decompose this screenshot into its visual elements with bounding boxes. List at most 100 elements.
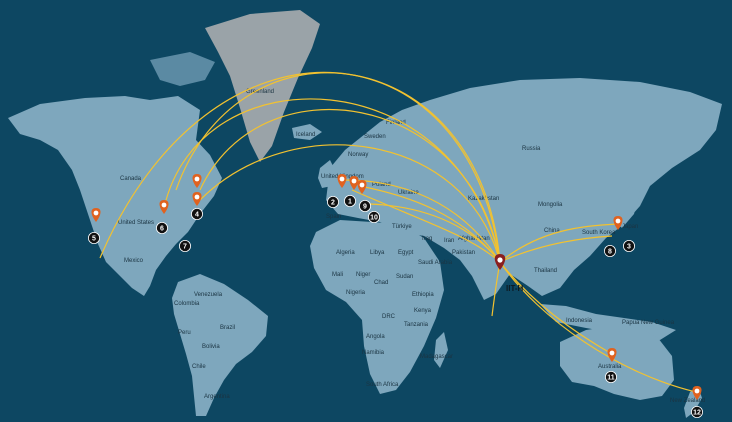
site-badge-5[interactable]: 5 bbox=[88, 232, 100, 244]
route-canada-arc bbox=[163, 98, 501, 263]
site-badge-11[interactable]: 11 bbox=[605, 371, 617, 383]
site-pin[interactable] bbox=[607, 348, 617, 362]
label-poland: Poland bbox=[372, 182, 391, 188]
site-pin[interactable] bbox=[91, 208, 101, 222]
pin-dot bbox=[194, 194, 200, 200]
badge-circle bbox=[359, 200, 371, 212]
pin-dot bbox=[161, 202, 167, 208]
label-mali: Mali bbox=[332, 272, 343, 278]
site-pin[interactable] bbox=[349, 176, 359, 190]
label-norway: Norway bbox=[348, 152, 368, 158]
label-sudan: Sudan bbox=[396, 274, 413, 280]
badge-circle bbox=[691, 406, 703, 418]
badge-circle bbox=[156, 222, 168, 234]
site-pin[interactable] bbox=[192, 192, 202, 206]
site-badge-9[interactable]: 9 bbox=[359, 200, 371, 212]
label-australia: Australia bbox=[598, 364, 622, 370]
label-mongolia: Mongolia bbox=[538, 202, 563, 208]
label-iraq: Iraq bbox=[422, 236, 432, 242]
label-south-korea: South Korea bbox=[582, 230, 616, 236]
region-labels: Greenland Iceland Finland Sweden Norway … bbox=[118, 89, 705, 404]
label-afghanistan: Afghanistan bbox=[458, 236, 490, 242]
label-chad: Chad bbox=[374, 280, 388, 286]
site-badge-1[interactable]: 1 bbox=[344, 195, 356, 207]
badge-circle bbox=[623, 240, 635, 252]
label-canada: Canada bbox=[120, 176, 142, 182]
label-nigeria: Nigeria bbox=[346, 290, 366, 296]
badge-circle bbox=[368, 211, 380, 223]
label-tanzania: Tanzania bbox=[404, 322, 429, 328]
site-pin[interactable] bbox=[692, 386, 702, 400]
label-spain: Spain bbox=[326, 214, 341, 220]
label-greenland: Greenland bbox=[246, 89, 274, 95]
label-drc: DRC bbox=[382, 314, 396, 320]
pin-dot bbox=[694, 388, 700, 394]
landmasses bbox=[8, 10, 722, 418]
label-angola: Angola bbox=[366, 334, 385, 340]
label-peru: Peru bbox=[178, 330, 191, 336]
badge-circle bbox=[88, 232, 100, 244]
label-kazakhstan: Kazakhstan bbox=[468, 196, 499, 202]
label-ethiopia: Ethiopia bbox=[412, 292, 434, 298]
hub-marker[interactable] bbox=[494, 254, 506, 270]
label-egypt: Egypt bbox=[398, 250, 414, 256]
site-badge-8[interactable]: 8 bbox=[604, 245, 616, 257]
label-papua-new-guinea: Papua New Guinea bbox=[622, 320, 675, 326]
pin-dot bbox=[351, 178, 357, 184]
land-south-america bbox=[172, 274, 268, 416]
label-argentina: Argentina bbox=[204, 394, 230, 400]
badge-number: 9 bbox=[363, 203, 367, 210]
site-pin[interactable] bbox=[357, 180, 367, 194]
land-uk bbox=[318, 160, 336, 188]
hub-pin-dot bbox=[497, 257, 503, 263]
site-badge-3[interactable]: 3 bbox=[623, 240, 635, 252]
route-new-zealand bbox=[499, 261, 697, 393]
site-pin[interactable] bbox=[337, 174, 347, 188]
label-sweden: Sweden bbox=[364, 134, 386, 140]
site-badge-2[interactable]: 2 bbox=[327, 196, 339, 208]
route-europe-4 bbox=[351, 189, 501, 263]
site-badge-10[interactable]: 10 bbox=[368, 211, 380, 223]
badge-circle bbox=[604, 245, 616, 257]
badge-circle bbox=[327, 196, 339, 208]
site-badge-6[interactable]: 6 bbox=[156, 222, 168, 234]
badge-circle bbox=[179, 240, 191, 252]
badge-number: 12 bbox=[693, 409, 701, 416]
route-usa-west-arc bbox=[99, 71, 501, 263]
site-badge-7[interactable]: 7 bbox=[179, 240, 191, 252]
pin-dot bbox=[339, 176, 345, 182]
badge-number: 2 bbox=[331, 199, 335, 206]
badge-number: 5 bbox=[92, 235, 96, 242]
label-madagascar: Madagascar bbox=[420, 354, 453, 360]
route-usa-east-arc-3 bbox=[199, 144, 501, 263]
label-venezuela: Venezuela bbox=[194, 292, 223, 298]
label-pakistan: Pakistan bbox=[452, 250, 475, 256]
site-badges: 1 2 3 4 5 6 7 8 bbox=[88, 195, 703, 418]
land-north-america bbox=[8, 96, 222, 296]
route-asia-2 bbox=[499, 235, 613, 263]
label-thailand: Thailand bbox=[534, 268, 557, 274]
site-pins bbox=[91, 174, 702, 400]
site-pin[interactable] bbox=[159, 200, 169, 214]
label-new-zealand: New Zealand bbox=[670, 398, 705, 404]
badge-number: 7 bbox=[183, 243, 187, 250]
route-asia-1 bbox=[499, 223, 619, 263]
label-namibia: Namibia bbox=[362, 350, 385, 356]
label-japan: Japan bbox=[622, 224, 638, 230]
badge-number: 1 bbox=[348, 198, 352, 205]
label-saudi-arabia: Saudi Arabia bbox=[418, 260, 453, 266]
badge-number: 10 bbox=[370, 214, 378, 221]
badge-circle bbox=[344, 195, 356, 207]
label-china: China bbox=[544, 228, 560, 234]
badge-number: 6 bbox=[160, 225, 164, 232]
label-south-africa: South Africa bbox=[366, 382, 399, 388]
badge-number: 4 bbox=[195, 211, 199, 218]
pin-dot bbox=[93, 210, 99, 216]
site-pin[interactable] bbox=[192, 174, 202, 188]
site-badge-4[interactable]: 4 bbox=[191, 208, 203, 220]
site-badge-12[interactable]: 12 bbox=[691, 406, 703, 418]
badge-number: 3 bbox=[627, 243, 631, 250]
label-chile: Chile bbox=[192, 364, 206, 370]
land-iceland bbox=[292, 124, 322, 140]
site-pin[interactable] bbox=[613, 216, 623, 230]
